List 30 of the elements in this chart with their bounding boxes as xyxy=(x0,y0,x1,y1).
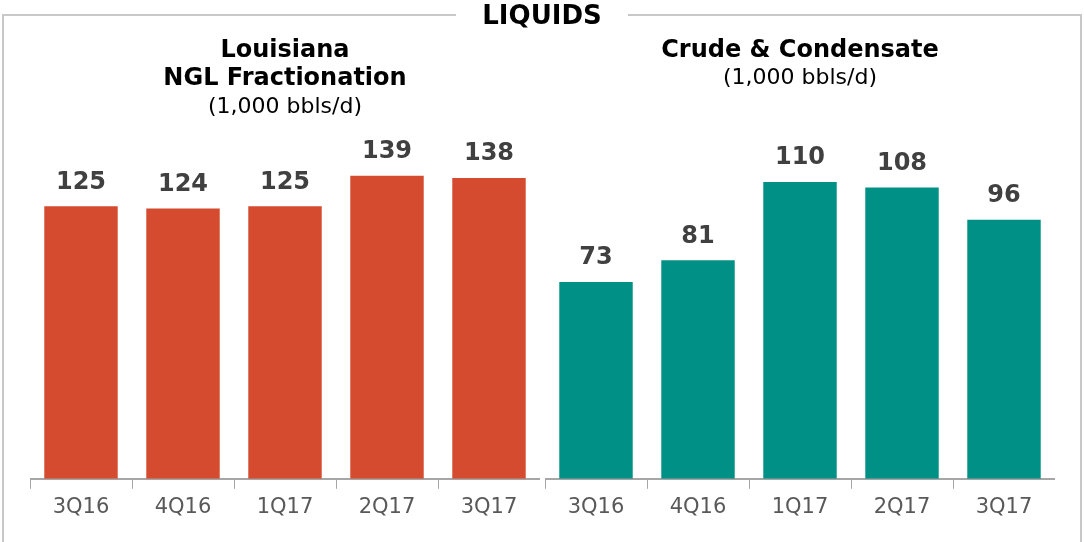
data-label: 138 xyxy=(463,138,515,167)
data-label: 73 xyxy=(579,242,613,271)
x-tick-label: 4Q16 xyxy=(669,493,727,518)
data-label: 125 xyxy=(55,166,107,195)
x-tick-label: 2Q17 xyxy=(358,493,416,518)
bar xyxy=(865,187,939,479)
x-tick-label: 3Q17 xyxy=(460,493,518,518)
chart-title: Louisiana NGL Fractionation xyxy=(163,34,407,92)
x-tick-label: 2Q17 xyxy=(873,493,931,518)
chart-subtitle: (1,000 bbls/d) xyxy=(207,92,363,118)
x-tick-label: 1Q17 xyxy=(256,493,314,518)
chart-subtitle: (1,000 bbls/d) xyxy=(722,63,878,89)
x-tick-label: 3Q16 xyxy=(567,493,625,518)
text: LIQUIDS xyxy=(456,0,628,30)
bar xyxy=(661,260,735,479)
bar xyxy=(763,182,837,479)
data-label: 110 xyxy=(774,142,826,171)
x-tick-label: 3Q16 xyxy=(52,493,110,518)
bar xyxy=(967,219,1041,479)
data-label: 81 xyxy=(681,220,715,249)
data-label: 124 xyxy=(157,168,209,197)
x-tick-label: 1Q17 xyxy=(771,493,829,518)
data-label: 96 xyxy=(987,180,1021,209)
bar xyxy=(559,281,633,479)
x-tick-label: 4Q16 xyxy=(154,493,212,518)
data-label: 125 xyxy=(259,166,311,195)
data-label: 108 xyxy=(876,147,928,176)
x-tick-label: 3Q17 xyxy=(975,493,1033,518)
chart-title: Crude & Condensate xyxy=(661,34,939,63)
data-label: 139 xyxy=(361,136,413,165)
